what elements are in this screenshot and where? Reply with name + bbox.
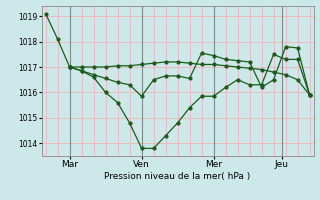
X-axis label: Pression niveau de la mer( hPa ): Pression niveau de la mer( hPa ) (104, 172, 251, 181)
